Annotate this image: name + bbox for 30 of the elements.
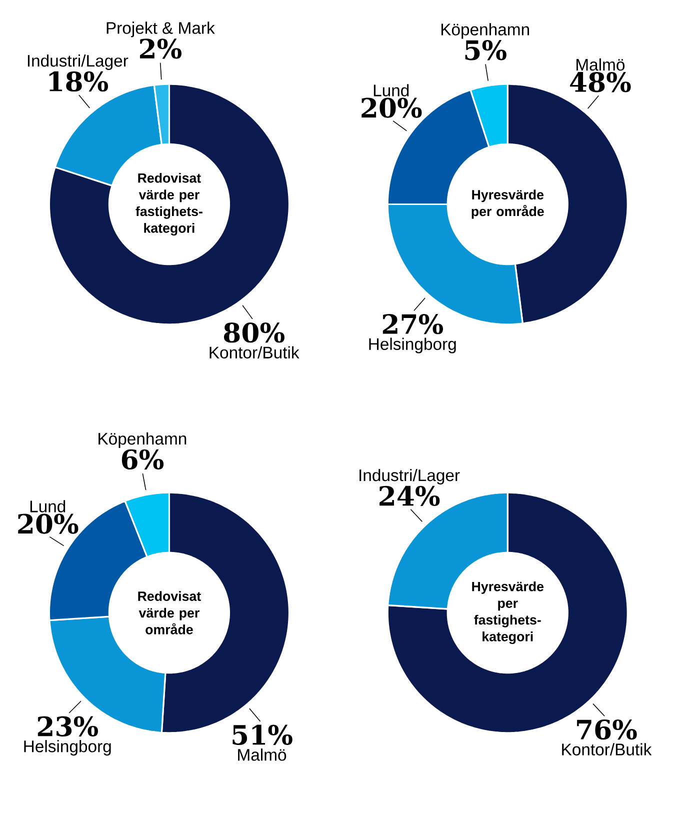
data-label: 23% bbox=[38, 716, 98, 736]
text: Redovisat värde per fastighets-kategori bbox=[136, 172, 203, 236]
slice-label: Industri/Lager bbox=[28, 54, 128, 70]
data-label: 20% bbox=[18, 514, 78, 534]
text: Hyresvärde per fastighets-kategori bbox=[472, 581, 544, 644]
text: Hyresvärde per område bbox=[472, 190, 544, 219]
slice-label: Helsingborg bbox=[369, 338, 456, 354]
slice-label: Kontor/Butik bbox=[210, 346, 300, 358]
slice-label: Lund bbox=[30, 500, 66, 512]
data-label: 48% bbox=[570, 72, 631, 92]
data-label: 80% bbox=[224, 322, 285, 343]
data-label: 24% bbox=[380, 486, 440, 506]
text: Redovisat värde per område bbox=[138, 591, 202, 634]
data-label: 76% bbox=[577, 719, 637, 740]
data-label: 2% bbox=[140, 38, 182, 59]
slice-label: Projekt & Mark bbox=[106, 22, 215, 38]
slice-label: Lund bbox=[374, 84, 409, 96]
slice-label: Köpenhamn bbox=[98, 432, 186, 448]
slice-label: Kontor/Butik bbox=[562, 743, 652, 756]
data-label: 20% bbox=[362, 98, 422, 118]
data-label: 6% bbox=[122, 449, 164, 470]
data-label: 51% bbox=[232, 724, 292, 745]
slice-label: Köpenhamn bbox=[442, 23, 530, 39]
slice-label: Industri/Lager bbox=[360, 468, 460, 484]
data-label: 27% bbox=[382, 314, 444, 334]
slice-label: Malmö bbox=[238, 748, 286, 761]
data-label: 5% bbox=[465, 40, 506, 60]
slice-label: Malmö bbox=[576, 58, 625, 71]
data-label: 18% bbox=[50, 71, 108, 92]
slice-label: Helsingborg bbox=[24, 740, 111, 756]
